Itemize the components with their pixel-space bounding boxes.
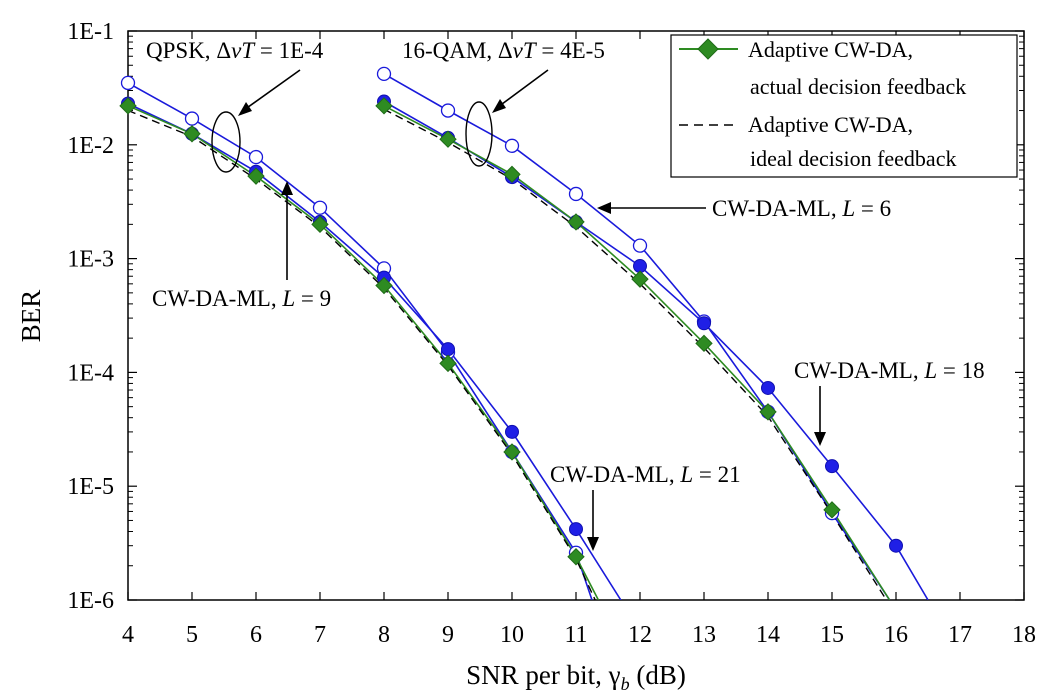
y-tick-label: 1E-2 <box>67 133 114 159</box>
x-tick-label: 18 <box>1012 622 1036 648</box>
svg-text:CW-DA-ML, L = 6: CW-DA-ML, L = 6 <box>712 196 891 221</box>
svg-text:16-QAM, ΔνT = 4E-5: 16-QAM, ΔνT = 4E-5 <box>402 38 605 63</box>
marker-layer <box>119 66 903 566</box>
data-point-diamond <box>759 403 777 421</box>
x-tick-label: 17 <box>948 622 972 648</box>
x-tick-label: 12 <box>628 622 652 648</box>
series-line-qpsk-open-circle <box>128 82 593 600</box>
data-point-diamond <box>503 443 521 461</box>
y-tick-label: 1E-1 <box>67 19 114 45</box>
data-point-filled-circle <box>761 380 775 395</box>
data-point-diamond <box>375 97 393 115</box>
series-line-qpsk-green-diamond <box>128 105 600 600</box>
data-point-diamond <box>503 165 521 184</box>
x-tick-label: 15 <box>820 622 844 648</box>
axis-ticks: 4 5 6 7 8 9 10 11 12 13 14 15 16 17 18 1E-1 1E-2 1E-3 1E-4… <box>67 19 1036 648</box>
data-point-diamond <box>183 125 201 143</box>
x-tick-label: 7 <box>314 622 326 648</box>
data-point-filled-circle <box>697 316 711 331</box>
x-tick-label: 9 <box>442 622 454 648</box>
data-point-filled-circle <box>441 342 455 357</box>
data-point-open-circle <box>632 238 648 253</box>
data-point-diamond <box>119 97 137 115</box>
data-point-open-circle <box>312 200 328 215</box>
data-point-diamond <box>375 276 393 295</box>
y-tick-label: 1E-3 <box>67 247 114 273</box>
legend-box <box>670 34 1018 178</box>
legend-marker-diamond <box>697 38 719 60</box>
data-point-open-circle <box>184 111 200 126</box>
x-tick-label: 14 <box>756 622 780 648</box>
x-axis-label: SNR per bit, γb (dB) <box>466 660 686 694</box>
y-tick-label: 1E-5 <box>67 474 114 500</box>
data-point-diamond <box>631 270 649 288</box>
data-point-diamond <box>823 501 841 519</box>
data-point-open-circle <box>504 138 520 153</box>
svg-text:QPSK, ΔνT = 1E-4: QPSK, ΔνT = 1E-4 <box>146 38 324 63</box>
x-tick-label: 5 <box>186 622 198 648</box>
y-tick-label: 1E-4 <box>67 360 114 386</box>
qam-annotation: 16-QAM, ΔνT = 4E-5 <box>402 38 605 167</box>
y-tick-label: 1E-6 <box>67 588 114 614</box>
svg-text:CW-DA-ML, L = 21: CW-DA-ML, L = 21 <box>550 462 741 487</box>
data-point-filled-circle <box>505 424 519 439</box>
data-point-open-circle <box>120 75 136 91</box>
data-point-open-circle <box>248 149 264 165</box>
l6-annotation: CW-DA-ML, L = 6 <box>597 196 891 221</box>
x-tick-label: 4 <box>122 622 134 648</box>
data-point-open-circle <box>376 66 392 82</box>
legend-label-ideal-1: Adaptive CW-DA, <box>748 112 913 137</box>
series-line-16-qam-dashed <box>383 108 887 600</box>
data-point-open-circle <box>440 103 456 118</box>
data-point-diamond <box>567 213 585 231</box>
data-point-diamond <box>311 215 329 234</box>
x-tick-label: 11 <box>564 622 587 648</box>
data-point-diamond <box>439 130 457 148</box>
x-tick-label: 16 <box>884 622 908 648</box>
x-tick-label: 13 <box>692 622 716 648</box>
legend: Adaptive CW-DA, actual decision feedback… <box>670 34 1018 178</box>
legend-label-actual-2: actual decision feedback <box>750 74 966 99</box>
data-point-diamond <box>567 548 585 566</box>
data-point-diamond <box>439 354 457 373</box>
data-point-diamond <box>247 167 265 185</box>
qpsk-annotation: QPSK, ΔνT = 1E-4 <box>146 38 324 173</box>
data-point-filled-circle <box>569 522 583 537</box>
x-tick-label: 8 <box>378 622 390 648</box>
x-tick-label: 6 <box>250 622 262 648</box>
svg-text:CW-DA-ML, L = 18: CW-DA-ML, L = 18 <box>794 358 985 383</box>
legend-label-actual-1: Adaptive CW-DA, <box>748 37 913 62</box>
y-axis-label: BER <box>16 290 46 343</box>
series-line-qpsk-filled-circle <box>128 102 622 600</box>
data-point-open-circle <box>568 186 584 202</box>
svg-text:CW-DA-ML, L = 9: CW-DA-ML, L = 9 <box>152 286 331 311</box>
data-point-filled-circle <box>825 459 839 474</box>
l18-annotation: CW-DA-ML, L = 18 <box>794 358 985 446</box>
l21-annotation: CW-DA-ML, L = 21 <box>550 462 741 551</box>
x-tick-label: 10 <box>500 622 524 648</box>
data-point-filled-circle <box>889 538 903 553</box>
l9-annotation: CW-DA-ML, L = 9 <box>152 181 331 311</box>
data-point-diamond <box>695 334 713 353</box>
series-line-16-qam-green-diamond <box>383 105 891 600</box>
legend-label-ideal-2: ideal decision feedback <box>750 146 956 171</box>
